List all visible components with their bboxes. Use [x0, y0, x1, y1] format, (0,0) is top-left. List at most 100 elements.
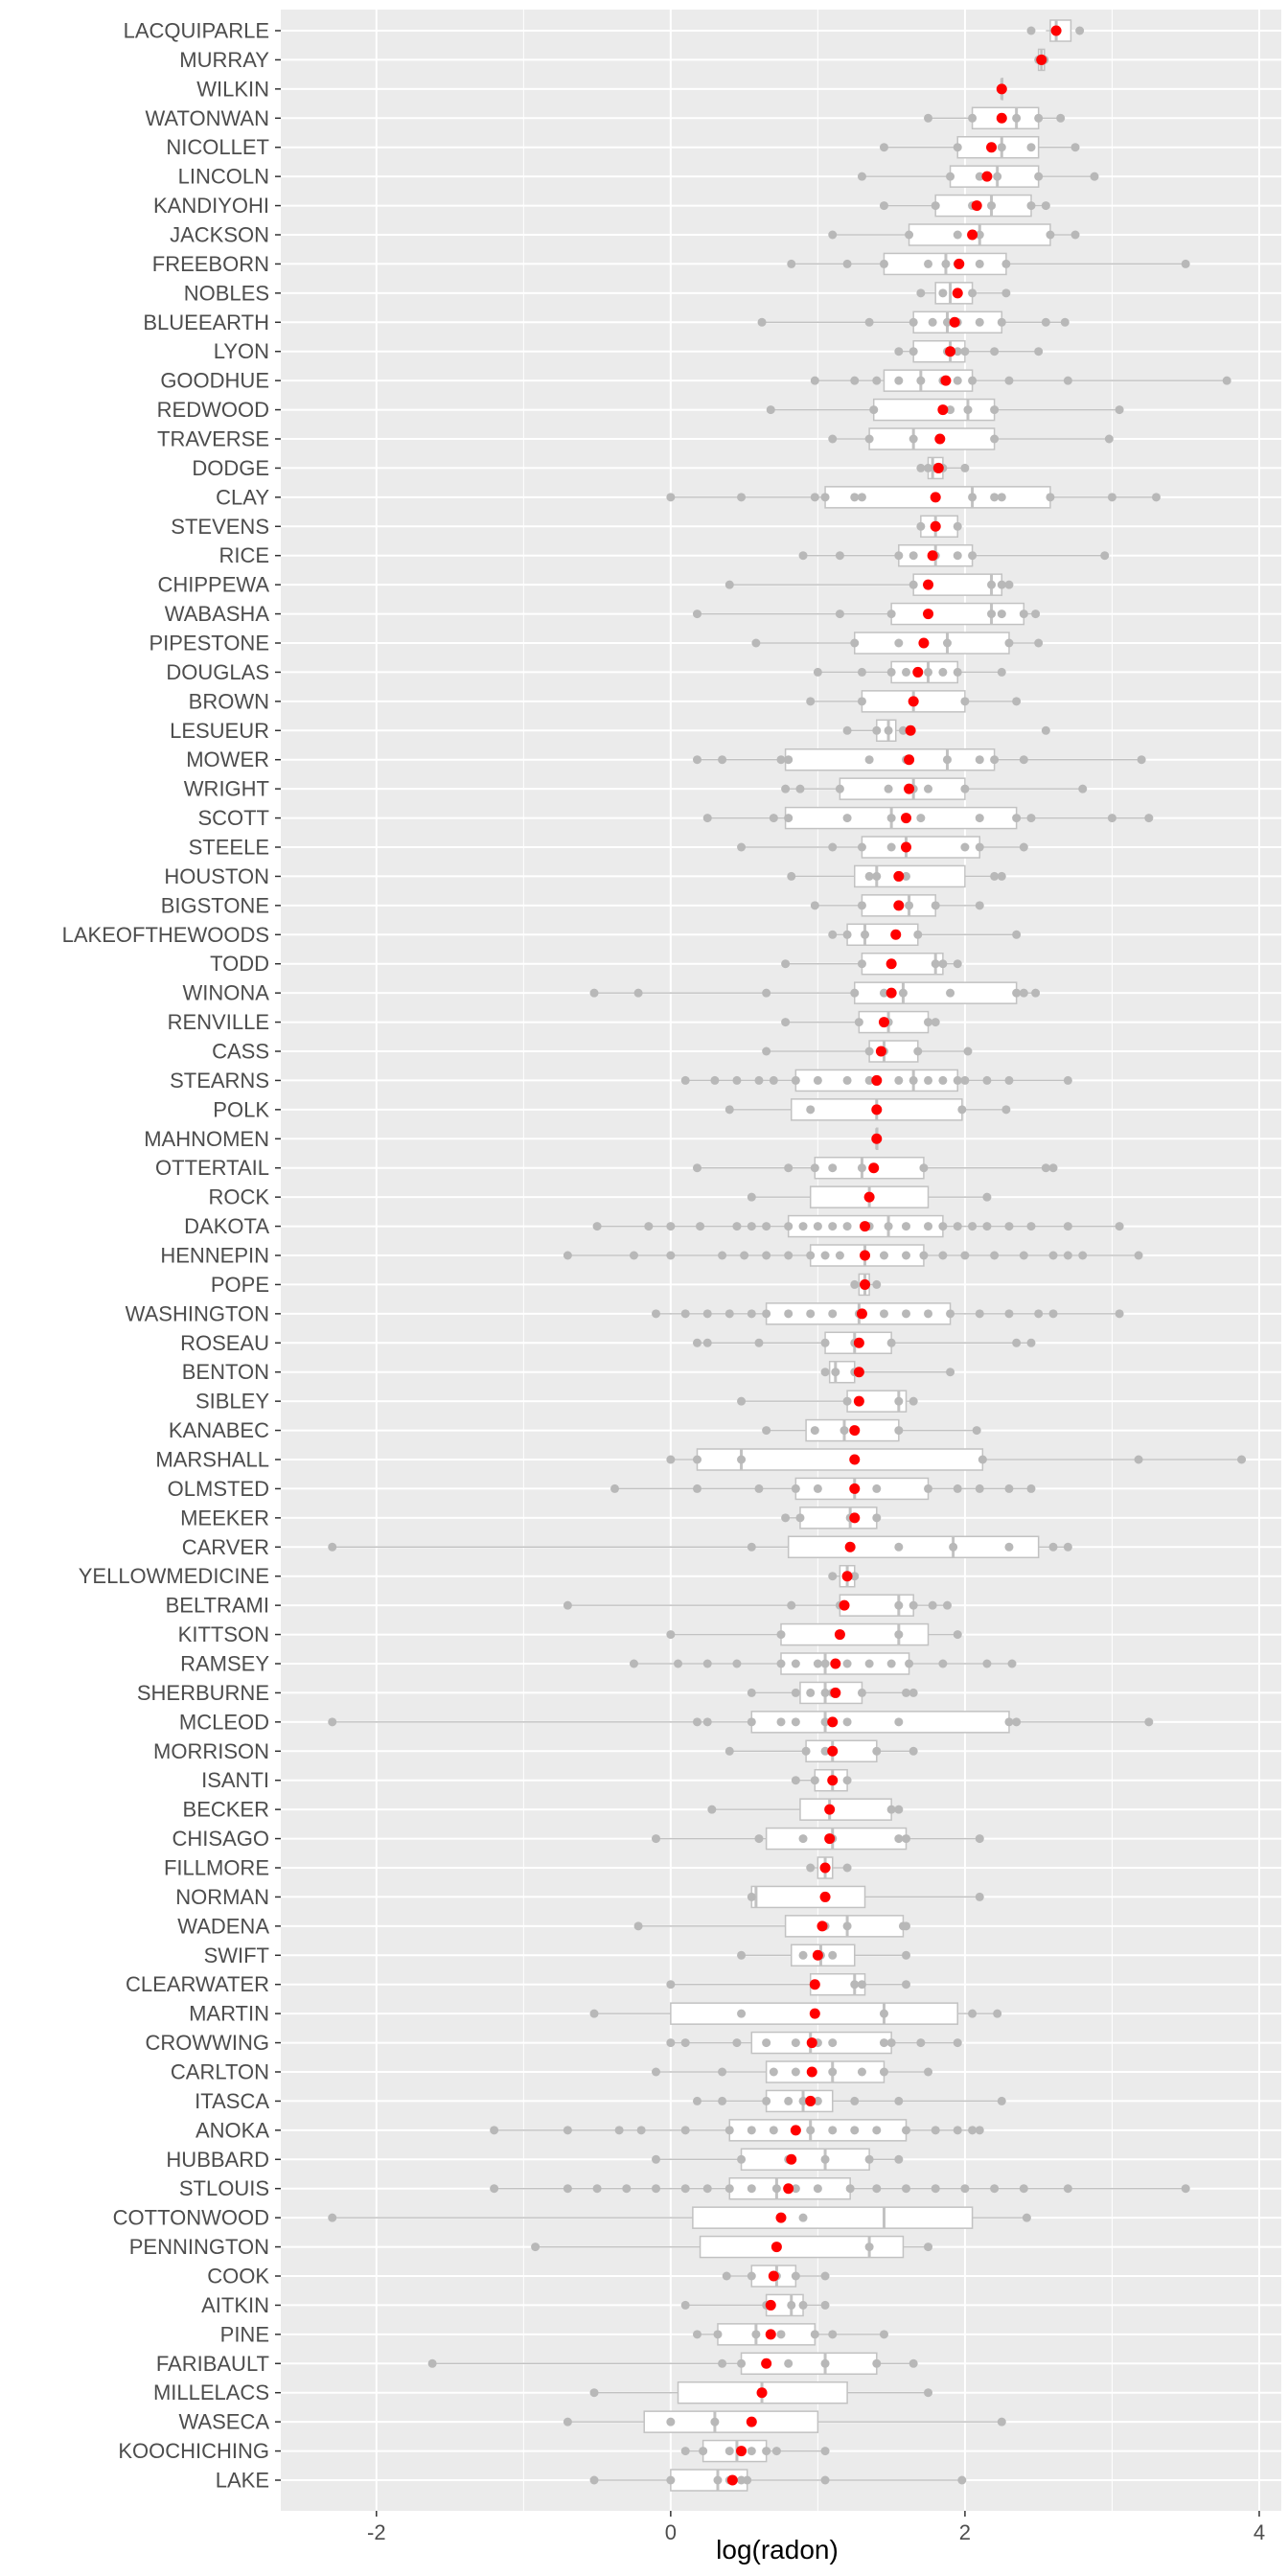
- observation-point: [916, 814, 926, 823]
- county-label: HUBBARD: [166, 2148, 269, 2172]
- observation-point: [1075, 26, 1085, 35]
- mean-point: [853, 1367, 864, 1378]
- observation-point: [842, 930, 852, 939]
- observation-point: [975, 1892, 984, 1901]
- observation-point: [894, 1834, 904, 1844]
- observation-point: [1107, 493, 1116, 502]
- observation-point: [928, 1600, 937, 1610]
- mean-point: [860, 1221, 871, 1232]
- observation-point: [850, 2096, 860, 2105]
- iqr-box: [765, 2060, 886, 2083]
- observation-point: [953, 1630, 962, 1640]
- observation-point: [842, 1396, 852, 1406]
- observation-point: [916, 521, 926, 531]
- observation-point: [913, 1046, 923, 1056]
- mean-point: [927, 550, 938, 562]
- observation-point: [938, 667, 948, 677]
- observation-point: [990, 434, 1000, 444]
- observation-point: [666, 1630, 676, 1640]
- observation-point: [806, 2126, 816, 2135]
- observation-point: [872, 1279, 882, 1289]
- county-label: MOWER: [186, 748, 269, 771]
- county-label: FILLMORE: [164, 1856, 269, 1880]
- observation-point: [946, 1368, 955, 1377]
- observation-point: [931, 2184, 940, 2194]
- mean-point: [827, 1775, 839, 1786]
- observation-point: [1004, 1717, 1014, 1727]
- mean-point: [934, 433, 946, 445]
- observation-point: [913, 930, 923, 939]
- mean-point: [905, 724, 916, 736]
- county-label: COTTONWOOD: [113, 2206, 269, 2230]
- observation-point: [724, 580, 734, 589]
- observation-point: [997, 610, 1006, 619]
- county-box-group: [670, 1622, 958, 1646]
- mean-point: [726, 2474, 738, 2486]
- observation-point: [810, 2330, 819, 2339]
- mean-point: [853, 1395, 864, 1407]
- observation-point: [997, 317, 1006, 327]
- observation-point: [795, 784, 805, 794]
- observation-point: [835, 551, 844, 561]
- iqr-box: [799, 1798, 892, 1821]
- observation-point: [791, 2271, 800, 2281]
- observation-point: [680, 2184, 690, 2194]
- observation-point: [1070, 143, 1080, 152]
- observation-point: [864, 871, 874, 881]
- observation-point: [886, 1659, 896, 1668]
- observation-point: [857, 901, 866, 910]
- observation-point: [850, 638, 860, 648]
- iqr-box: [934, 194, 1032, 218]
- observation-point: [1026, 201, 1036, 211]
- observation-point: [916, 288, 926, 298]
- observation-point: [894, 1630, 904, 1640]
- observation-point: [781, 1513, 791, 1523]
- observation-point: [1237, 1455, 1247, 1464]
- observation-point: [957, 2475, 967, 2485]
- county-box-group: [741, 1390, 914, 1413]
- mean-point: [871, 1133, 883, 1144]
- observation-point: [1004, 1542, 1014, 1552]
- observation-point: [784, 1163, 794, 1173]
- mean-point: [875, 1046, 886, 1057]
- observation-point: [916, 2038, 926, 2048]
- observation-point: [1063, 1075, 1072, 1085]
- iqr-box: [784, 748, 996, 771]
- observation-point: [747, 2447, 756, 2456]
- mean-point: [893, 900, 905, 911]
- observation-point: [894, 551, 904, 561]
- observation-point: [702, 814, 712, 823]
- observation-point: [751, 2330, 761, 2339]
- observation-point: [942, 638, 952, 648]
- mean-point: [886, 958, 897, 970]
- observation-point: [872, 2358, 882, 2368]
- observation-point: [1034, 113, 1044, 123]
- observation-point: [879, 988, 888, 998]
- mean-point: [932, 462, 944, 473]
- observation-point: [987, 580, 997, 589]
- county-box-group: [494, 2119, 980, 2142]
- observation-point: [724, 1105, 734, 1115]
- mean-point: [954, 258, 965, 269]
- observation-point: [997, 2417, 1006, 2426]
- observation-point: [713, 2330, 723, 2339]
- observation-point: [1019, 842, 1028, 852]
- observation-point: [702, 1659, 712, 1668]
- observation-point: [924, 1222, 933, 1231]
- iqr-box: [780, 1622, 930, 1646]
- observation-point: [806, 1309, 816, 1319]
- observation-point: [806, 1105, 816, 1115]
- observation-point: [850, 2126, 860, 2135]
- observation-point: [666, 493, 676, 502]
- observation-point: [938, 288, 948, 298]
- observation-point: [908, 2358, 918, 2368]
- observation-point: [879, 1251, 888, 1260]
- observation-point: [872, 725, 882, 735]
- county-label: PINE: [220, 2322, 269, 2346]
- county-label: BROWN: [189, 689, 269, 713]
- county-label: CARLTON: [171, 2060, 269, 2084]
- observation-point: [993, 172, 1002, 181]
- mean-point: [819, 1891, 831, 1902]
- mean-point: [918, 637, 930, 649]
- observation-point: [563, 1600, 572, 1610]
